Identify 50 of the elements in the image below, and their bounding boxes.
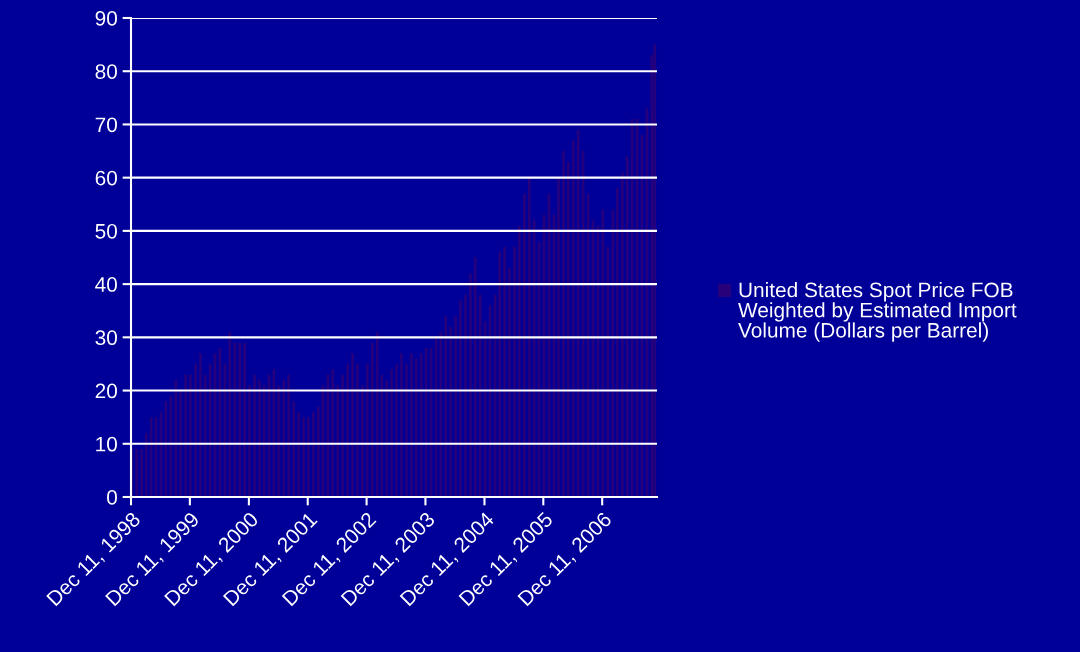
y-tick-label: 0 (107, 490, 117, 505)
bar (243, 342, 246, 497)
bar (351, 353, 354, 497)
bar (513, 246, 516, 497)
y-tick-label: 90 (95, 11, 117, 26)
bar (395, 363, 398, 497)
bar (312, 411, 315, 497)
bar (653, 44, 657, 497)
y-tick-label: 20 (95, 383, 117, 399)
bar (616, 188, 619, 497)
bar (572, 140, 575, 497)
bar (184, 374, 187, 497)
bar (567, 161, 570, 497)
bar (469, 273, 472, 497)
bar (562, 151, 565, 497)
bar (503, 246, 506, 497)
bar (405, 363, 408, 497)
bar (459, 300, 462, 497)
bar (410, 353, 413, 497)
bar (302, 417, 305, 497)
bar (307, 417, 310, 497)
bar (179, 390, 182, 497)
bar (140, 449, 143, 497)
bar (248, 385, 251, 497)
y-tick-label: 70 (95, 117, 117, 133)
bar (390, 369, 393, 497)
y-tick-label: 60 (95, 170, 117, 186)
bar (454, 316, 457, 497)
bar (253, 374, 256, 497)
bar (194, 363, 197, 497)
bar (508, 268, 511, 497)
bar (464, 294, 467, 497)
bar (199, 353, 202, 497)
y-tick-label: 40 (95, 277, 117, 292)
bar (346, 363, 349, 497)
bar (238, 342, 241, 497)
bar (297, 411, 300, 497)
bar (135, 449, 138, 497)
y-tick-label: 80 (95, 64, 117, 79)
bar (449, 326, 452, 497)
bar (189, 374, 192, 497)
legend-label: United States Spot Price FOB Weighted by Estimated Import Volume (Dollars per Barrel) (738, 282, 1017, 342)
y-tick-label: 50 (95, 223, 117, 239)
y-tick-label: 10 (96, 436, 117, 452)
y-tick-label: 30 (95, 330, 117, 346)
bar (361, 385, 364, 497)
bar (400, 353, 403, 497)
bar (341, 374, 344, 497)
bar (621, 172, 624, 497)
bar (356, 363, 359, 497)
